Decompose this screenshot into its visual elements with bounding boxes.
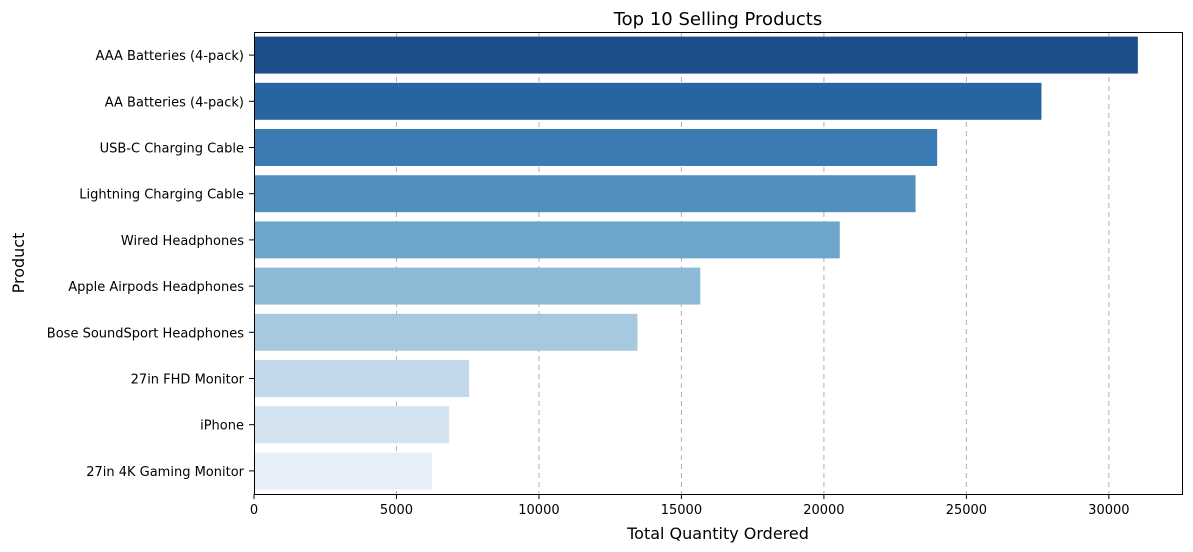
bar-8 <box>254 360 470 397</box>
y-tick-label: USB-C Charging Cable <box>100 142 244 157</box>
y-axis-ticks: AAA Batteries (4-pack) AA Batteries (4-pa… <box>47 49 254 480</box>
x-tick-label: 15000 <box>661 503 702 518</box>
x-tick-label: 25000 <box>946 503 987 518</box>
x-axis-label: Total Quantity Ordered <box>626 524 809 543</box>
x-axis-ticks: 0 5000 10000 15000 20000 25000 30000 <box>250 494 1130 518</box>
bar-5 <box>254 221 840 259</box>
x-tick-label: 10000 <box>518 503 559 518</box>
y-tick-label: iPhone <box>200 419 244 434</box>
y-tick-label: 27in FHD Monitor <box>131 373 245 388</box>
y-tick-label: Wired Headphones <box>121 234 244 249</box>
x-tick-label: 5000 <box>380 503 413 518</box>
y-tick-label: AA Batteries (4-pack) <box>105 95 244 110</box>
x-tick-label: 20000 <box>803 503 844 518</box>
y-tick-label: Apple Airpods Headphones <box>68 280 244 295</box>
bar-7 <box>254 313 638 351</box>
x-tick-label: 30000 <box>1088 503 1129 518</box>
y-tick-label: Bose SoundSport Headphones <box>47 326 244 341</box>
y-tick-label: Lightning Charging Cable <box>79 188 244 203</box>
bar-6 <box>254 267 701 305</box>
y-tick-label: AAA Batteries (4-pack) <box>96 49 244 64</box>
bar-4 <box>254 175 916 213</box>
bar-10 <box>254 452 432 490</box>
bar-3 <box>254 129 938 166</box>
y-tick-label: 27in 4K Gaming Monitor <box>86 465 244 480</box>
y-axis-label: Product <box>9 233 28 294</box>
bar-2 <box>254 82 1042 120</box>
chart-title: Top 10 Selling Products <box>613 9 823 30</box>
bars <box>254 36 1138 490</box>
x-tick-label: 0 <box>250 503 258 518</box>
plot-frame <box>254 32 1183 495</box>
bar-9 <box>254 406 450 444</box>
bar-1 <box>254 36 1138 74</box>
